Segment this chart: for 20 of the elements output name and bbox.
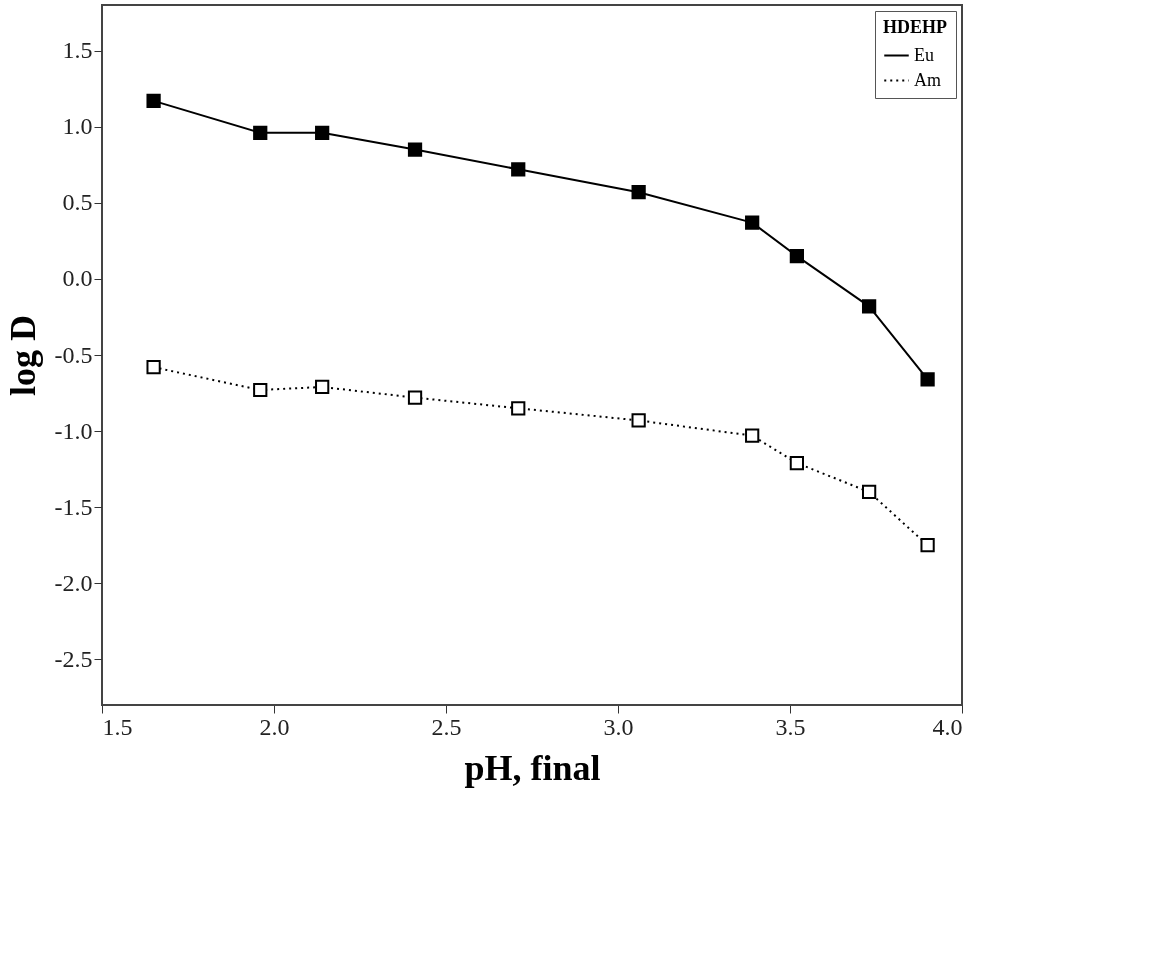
x-tick-label: 3.5 — [775, 713, 806, 740]
y-tick-label: -2.5 — [54, 645, 93, 672]
x-tick-label: 4.0 — [932, 713, 963, 740]
x-tick-label: 2.5 — [431, 713, 462, 740]
legend-title: HDEHP — [883, 17, 948, 37]
y-tick-label: -1.5 — [54, 493, 93, 520]
x-tick-label: 3.0 — [603, 713, 634, 740]
y-tick-label: 1.0 — [62, 113, 93, 140]
legend-label: Am — [914, 69, 941, 90]
x-axis-title: pH, final — [464, 747, 601, 788]
y-tick-label: 1.5 — [62, 37, 93, 64]
x-tick-label: 2.0 — [259, 713, 290, 740]
y-axis-title: log D — [2, 315, 43, 396]
y-tick-label: -0.5 — [54, 341, 93, 368]
legend-label: Eu — [914, 44, 934, 65]
y-tick-label: -2.0 — [54, 569, 93, 596]
y-tick-label: 0.0 — [62, 265, 93, 292]
y-tick-label: 0.5 — [62, 189, 93, 216]
x-tick-label: 1.5 — [102, 713, 133, 740]
y-tick-label: -1.0 — [54, 417, 93, 444]
